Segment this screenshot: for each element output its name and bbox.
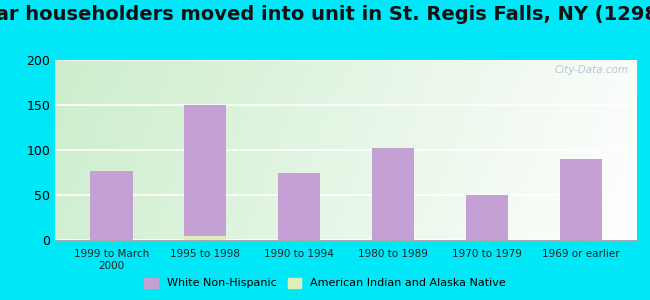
Text: Year householders moved into unit in St. Regis Falls, NY (12980): Year householders moved into unit in St.… <box>0 4 650 23</box>
Bar <box>184 105 226 240</box>
Legend: White Non-Hispanic, American Indian and Alaska Native: White Non-Hispanic, American Indian and … <box>140 273 510 293</box>
Bar <box>278 173 320 240</box>
Bar <box>466 195 508 240</box>
Bar <box>560 159 602 240</box>
Text: City-Data.com: City-Data.com <box>554 65 629 75</box>
Bar <box>90 171 133 240</box>
Bar <box>184 236 226 240</box>
Bar <box>372 148 414 240</box>
